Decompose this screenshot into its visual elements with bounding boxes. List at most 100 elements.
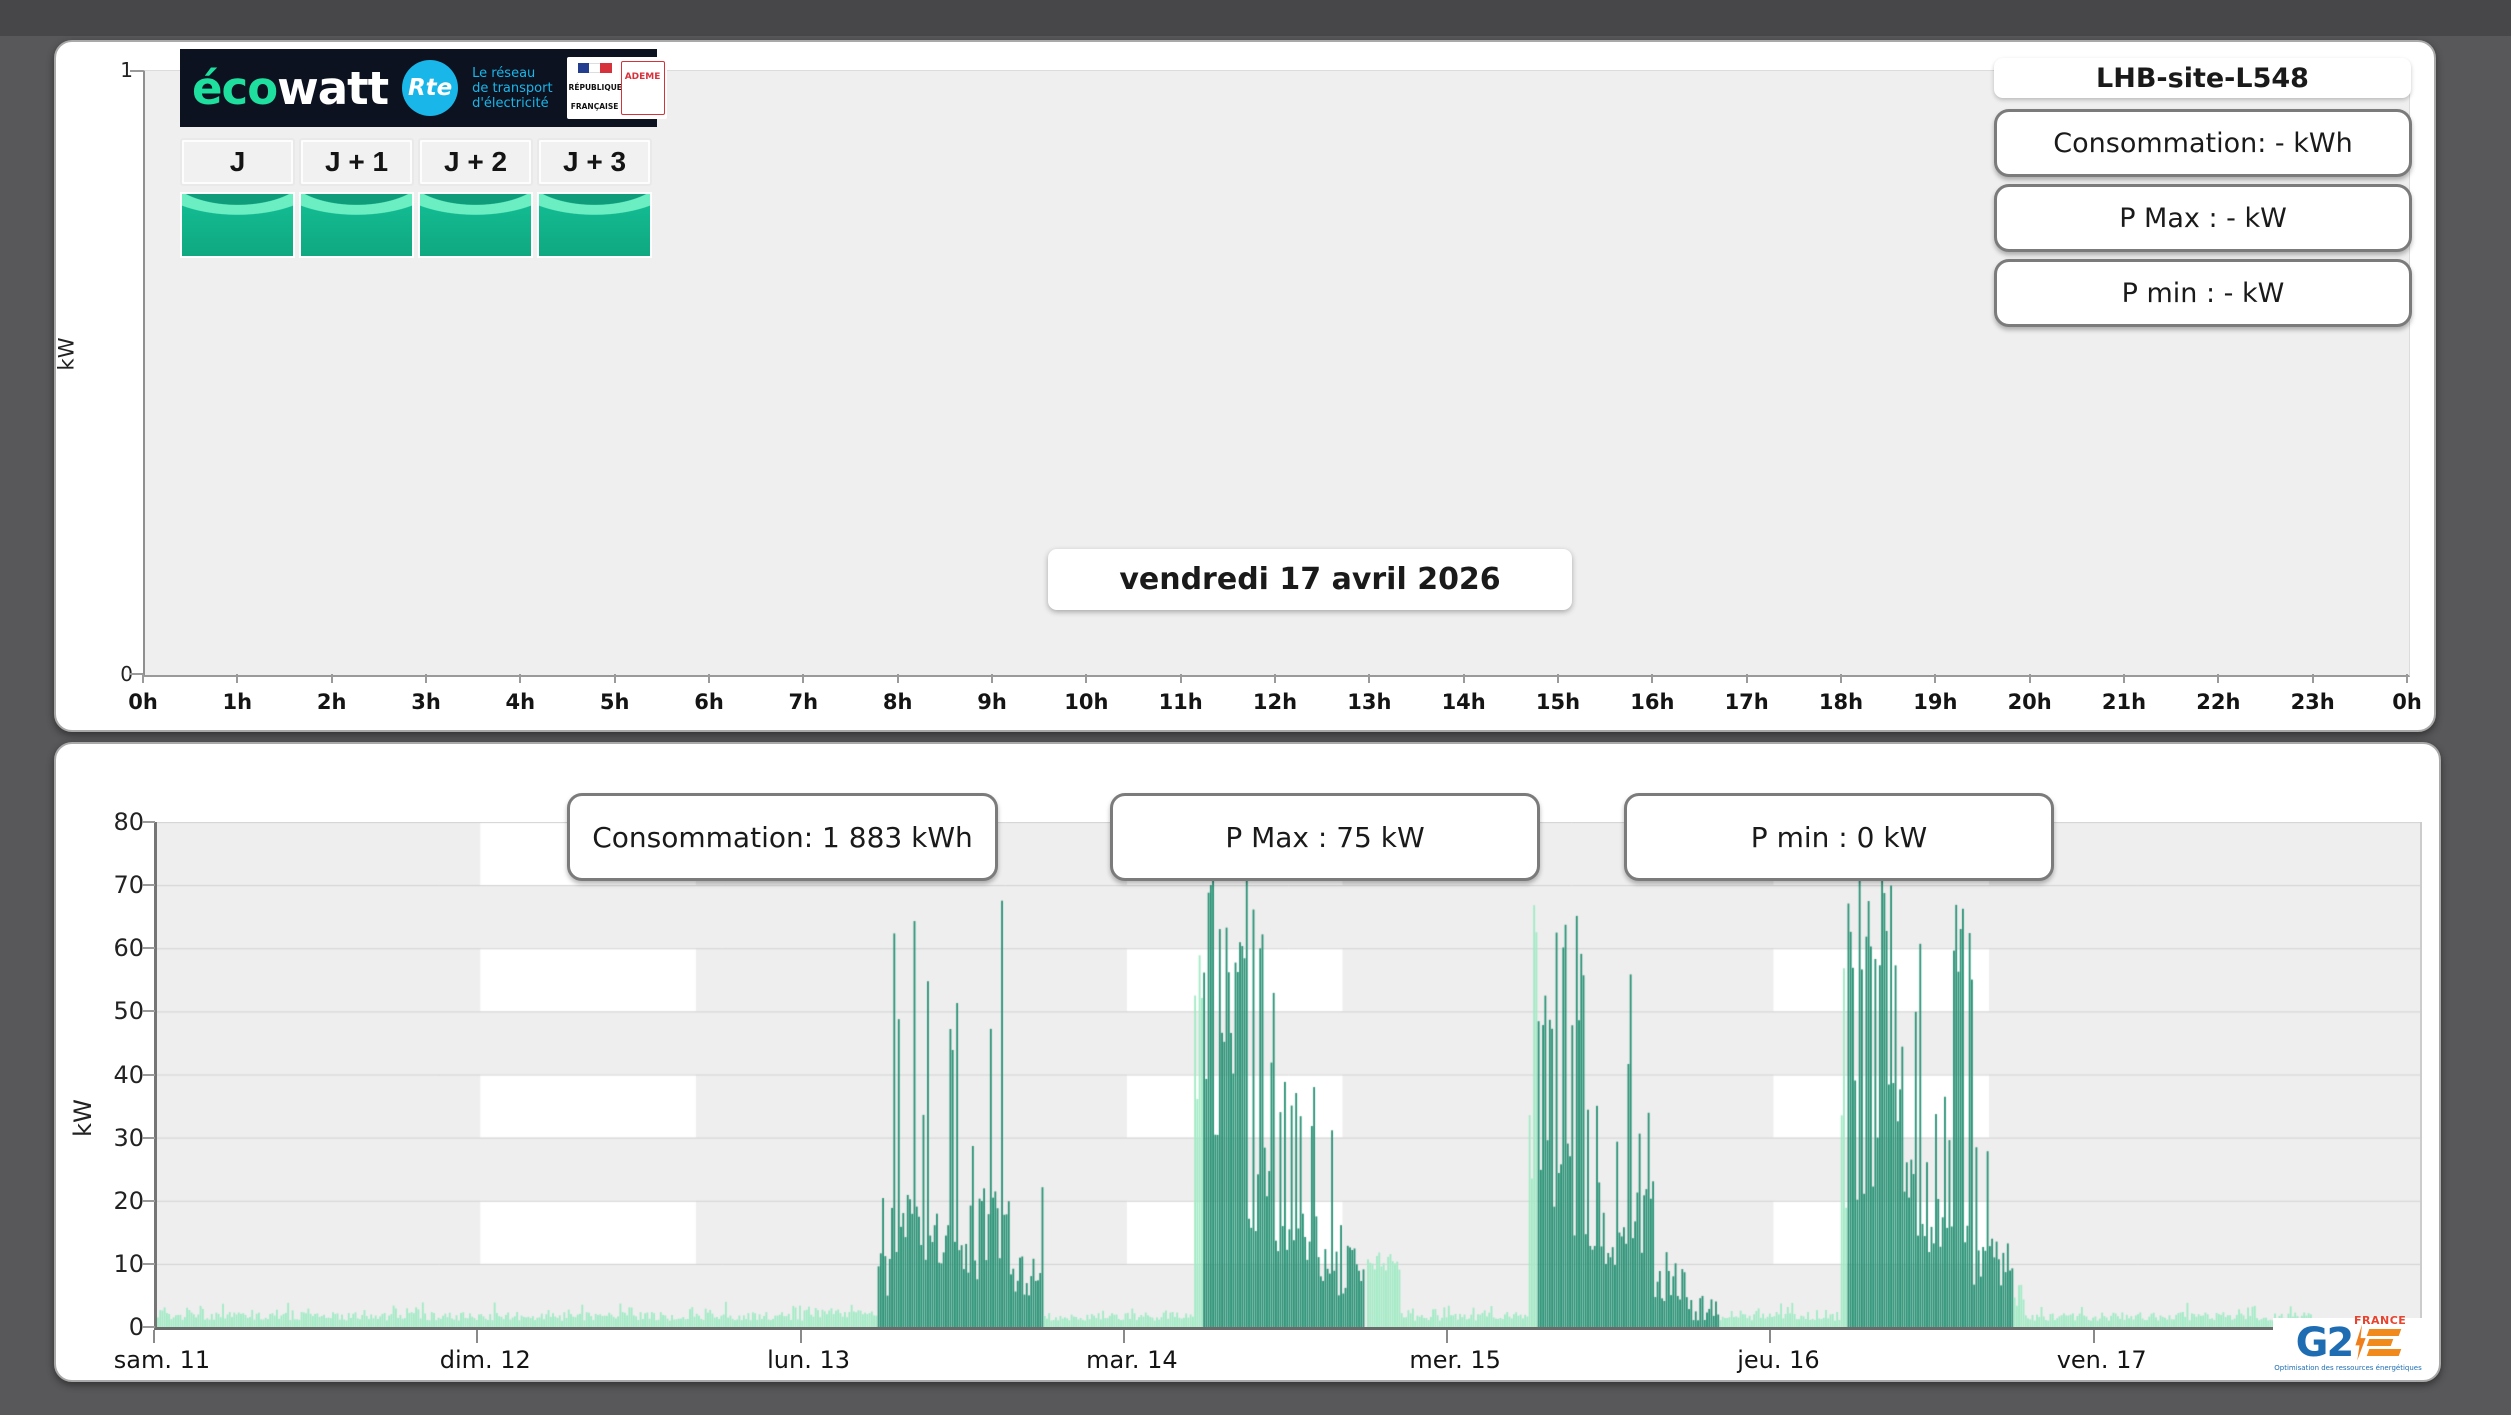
day-button-j1[interactable]: J + 1 — [299, 138, 414, 186]
day-tick-label: dim. 12 — [439, 1346, 531, 1374]
kw-tick-label: 70 — [113, 871, 144, 900]
forecast-y-dash — [130, 673, 143, 675]
g2e-logo-row: G2 FRANCE — [2295, 1313, 2407, 1366]
kw-tick-dash — [142, 1136, 155, 1139]
kw-tick-label: 30 — [113, 1123, 144, 1152]
hour-tick-label: 5h — [599, 690, 630, 714]
day-tick-label: mer. 15 — [1409, 1346, 1501, 1374]
day-tick — [1769, 1330, 1772, 1343]
forecast-pmax-stat: P Max : - kW — [1994, 184, 2412, 252]
g2e-e-glyph — [2367, 1329, 2402, 1356]
lightning-bolt-icon — [2355, 1324, 2366, 1361]
republique-francaise-badge: RÉPUBLIQUE FRANÇAISE — [569, 63, 622, 113]
day-tick — [1122, 1330, 1125, 1343]
hour-tick-label: 21h — [2101, 690, 2147, 714]
history-consumption-stat: Consommation: 1 883 kWh — [567, 793, 998, 881]
day-tick-label: jeu. 16 — [1737, 1346, 1820, 1374]
hour-tick — [2123, 674, 2125, 683]
kw-tick-dash — [142, 1199, 155, 1202]
g2e-logo: G2 FRANCE Optimisation des ressources én… — [2273, 1313, 2423, 1376]
hour-tick — [708, 674, 710, 683]
hour-tick-label: 18h — [1818, 690, 1864, 714]
hour-tick — [802, 674, 805, 683]
hour-tick — [236, 674, 239, 683]
ecowatt-green-signal-tile — [418, 192, 533, 258]
hour-tick-label: 17h — [1724, 690, 1769, 714]
hour-tick-label: 13h — [1347, 690, 1392, 714]
rte-tagline: Le réseau de transport d'électricité — [472, 65, 553, 111]
forecast-panel: 1 0 kW 0h 1h 2h 3h 4h 5h 6h 7h 8h 9h 10h 11h 12h 13h 1… — [54, 40, 2436, 732]
hour-tick — [1462, 674, 1465, 683]
day-tick-label: ven. 17 — [2056, 1346, 2147, 1374]
hour-tick-label: 11h — [1158, 690, 1203, 714]
hour-tick — [330, 674, 333, 683]
kw-tick-label: 80 — [113, 808, 144, 836]
kw-tick-label: 60 — [113, 934, 144, 963]
hour-tick-label: 20h — [2007, 690, 2052, 714]
hour-tick-label: 0h — [2392, 690, 2422, 714]
kw-tick-dash — [142, 1010, 155, 1013]
hour-tick — [425, 674, 427, 683]
hour-tick — [142, 674, 144, 683]
kw-tick-label: 10 — [113, 1249, 144, 1278]
hour-tick-label: 10h — [1064, 690, 1109, 714]
forecast-y-dash — [130, 70, 143, 72]
day-tick — [1446, 1330, 1449, 1343]
hour-tick — [2406, 674, 2408, 683]
hour-tick — [2028, 674, 2031, 683]
hour-tick-label: 4h — [505, 690, 536, 714]
hour-tick — [896, 674, 899, 683]
day-tick — [799, 1330, 802, 1343]
forecast-pmin-stat: P min : - kW — [1994, 259, 2412, 327]
day-tick — [476, 1330, 479, 1343]
history-y-axis-unit: kW — [68, 1099, 97, 1137]
site-title: LHB-site-L548 — [1994, 58, 2411, 98]
history-pmax-stat: P Max : 75 kW — [1110, 793, 1540, 881]
hour-tick — [2217, 674, 2220, 683]
ademe-badge: ADEME — [620, 61, 665, 115]
hour-tick — [2311, 674, 2314, 683]
kw-tick-label: 50 — [113, 997, 144, 1026]
kw-tick-label: 0 — [128, 1313, 144, 1341]
kw-tick-dash — [142, 821, 155, 823]
day-tick — [153, 1330, 155, 1343]
hour-tick-label: 12h — [1252, 690, 1298, 714]
hour-tick-label: 7h — [788, 690, 819, 714]
hour-tick — [1745, 674, 1748, 683]
page-top-strip — [0, 0, 2511, 36]
hour-tick — [1085, 674, 1088, 683]
hour-tick-label: 14h — [1441, 690, 1486, 714]
day-button-j3[interactable]: J + 3 — [537, 138, 652, 186]
history-pmin-stat: P min : 0 kW — [1624, 793, 2054, 881]
kw-tick-dash — [142, 1073, 155, 1076]
hour-tick — [519, 674, 522, 683]
hour-tick-label: 22h — [2196, 690, 2241, 714]
forecast-consumption-stat: Consommation: - kWh — [1994, 109, 2412, 177]
hour-tick — [1557, 674, 1559, 683]
hour-tick-label: 16h — [1630, 690, 1675, 714]
hour-tick-label: 8h — [882, 690, 913, 714]
ecowatt-green-signal-tile — [299, 192, 414, 258]
hour-tick-label: 6h — [694, 690, 724, 714]
hour-tick-label: 23h — [2290, 690, 2335, 714]
kw-tick-dash — [142, 947, 155, 950]
forecast-y-tick-1: 1 — [120, 58, 133, 82]
gov-badges: RÉPUBLIQUE FRANÇAISE ADEME — [566, 57, 667, 119]
day-button-j[interactable]: J — [180, 138, 295, 186]
hour-tick — [1368, 674, 1371, 683]
hour-tick — [1840, 674, 1842, 683]
day-button-j2[interactable]: J + 2 — [418, 138, 533, 186]
g2e-tagline: Optimisation des ressources énergétiques — [2274, 1363, 2422, 1372]
day-tick-label: lun. 13 — [767, 1346, 851, 1374]
hour-tick-label: 3h — [411, 690, 441, 714]
hour-tick-label: 0h — [128, 690, 158, 714]
hour-tick-label: 2h — [316, 690, 347, 714]
hour-tick-label: 15h — [1535, 690, 1581, 714]
history-chart-plot — [154, 822, 2422, 1330]
hour-tick-label: 9h — [977, 690, 1007, 714]
kw-tick-label: 40 — [113, 1060, 144, 1089]
hour-tick — [1274, 674, 1276, 683]
kw-tick-dash — [142, 1262, 155, 1265]
ecowatt-wordmark: écowatt — [192, 61, 389, 115]
kw-tick-dash — [142, 1326, 155, 1328]
